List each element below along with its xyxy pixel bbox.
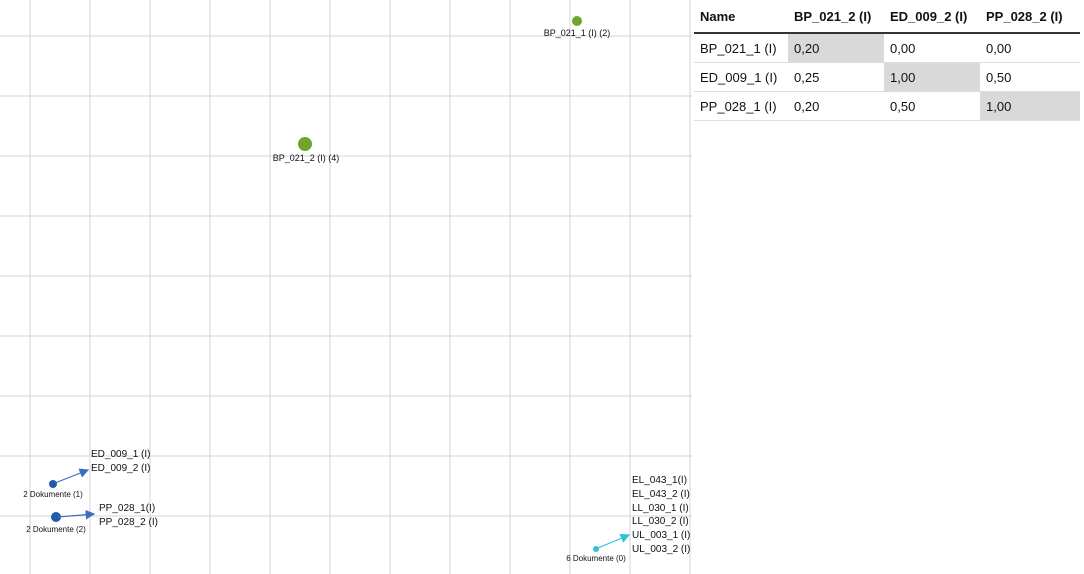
cell: 0,50 <box>884 91 980 121</box>
point-label: BP_021_2 (I) (4) <box>273 153 340 163</box>
row: BP_021_1 (I) 0,20 0,00 0,00 <box>694 33 1080 63</box>
header-cell: ED_009_2 (I) <box>884 3 980 34</box>
plot: BP_021_1 (I) (2) BP_021_2 (I) (4) 2 Doku… <box>0 0 692 574</box>
arrow <box>57 509 96 520</box>
row: ED_009_1 (I) 0,25 1,00 0,50 <box>694 62 1080 92</box>
group-point <box>49 480 57 488</box>
member-label: ED_009_1 (I) <box>91 449 150 460</box>
member-label: EL_043_2 (I) <box>632 489 690 500</box>
header-cell: PP_028_2 (I) <box>980 3 1080 34</box>
member-label: LL_030_2 (I) <box>632 516 689 527</box>
cell: 0,00 <box>980 33 1080 63</box>
cell: 0,20 <box>788 33 884 63</box>
group-point <box>51 512 61 522</box>
arrow <box>597 533 631 549</box>
member-label: LL_030_1 (I) <box>632 503 689 514</box>
cell: 1,00 <box>884 62 980 92</box>
member-label: EL_043_1(I) <box>632 475 687 486</box>
row: PP_028_1 (I) 0,20 0,50 1,00 <box>694 91 1080 121</box>
group-label: 2 Dokumente (1) <box>23 490 83 499</box>
member-label: UL_003_1 (I) <box>632 530 690 541</box>
cell: BP_021_1 (I) <box>694 33 788 63</box>
cell: 0,25 <box>788 62 884 92</box>
point <box>572 16 582 26</box>
cell: PP_028_1 (I) <box>694 91 788 121</box>
point-label: BP_021_1 (I) (2) <box>544 28 611 38</box>
cell: ED_009_1 (I) <box>694 62 788 92</box>
member-label: PP_028_1(I) <box>99 503 155 514</box>
group-label: 2 Dokumente (2) <box>26 525 86 534</box>
member-label: UL_003_2 (I) <box>632 544 690 555</box>
header-cell: BP_021_2 (I) <box>788 3 884 34</box>
member-label: PP_028_2 (I) <box>99 517 158 528</box>
cell: 1,00 <box>980 91 1080 121</box>
point <box>298 137 312 151</box>
header-cell: Name <box>694 3 788 34</box>
cell: 0,00 <box>884 33 980 63</box>
similarity-table: Name BP_021_2 (I) ED_009_2 (I) PP_028_2 … <box>694 3 1080 121</box>
cell: 0,50 <box>980 62 1080 92</box>
member-label: ED_009_2 (I) <box>91 463 150 474</box>
header-row: Name BP_021_2 (I) ED_009_2 (I) PP_028_2 … <box>694 3 1080 34</box>
group-point <box>593 546 599 552</box>
grid <box>0 0 692 574</box>
arrow <box>54 468 90 484</box>
cell: 0,20 <box>788 91 884 121</box>
group-label: 6 Dokumente (0) <box>566 554 626 563</box>
